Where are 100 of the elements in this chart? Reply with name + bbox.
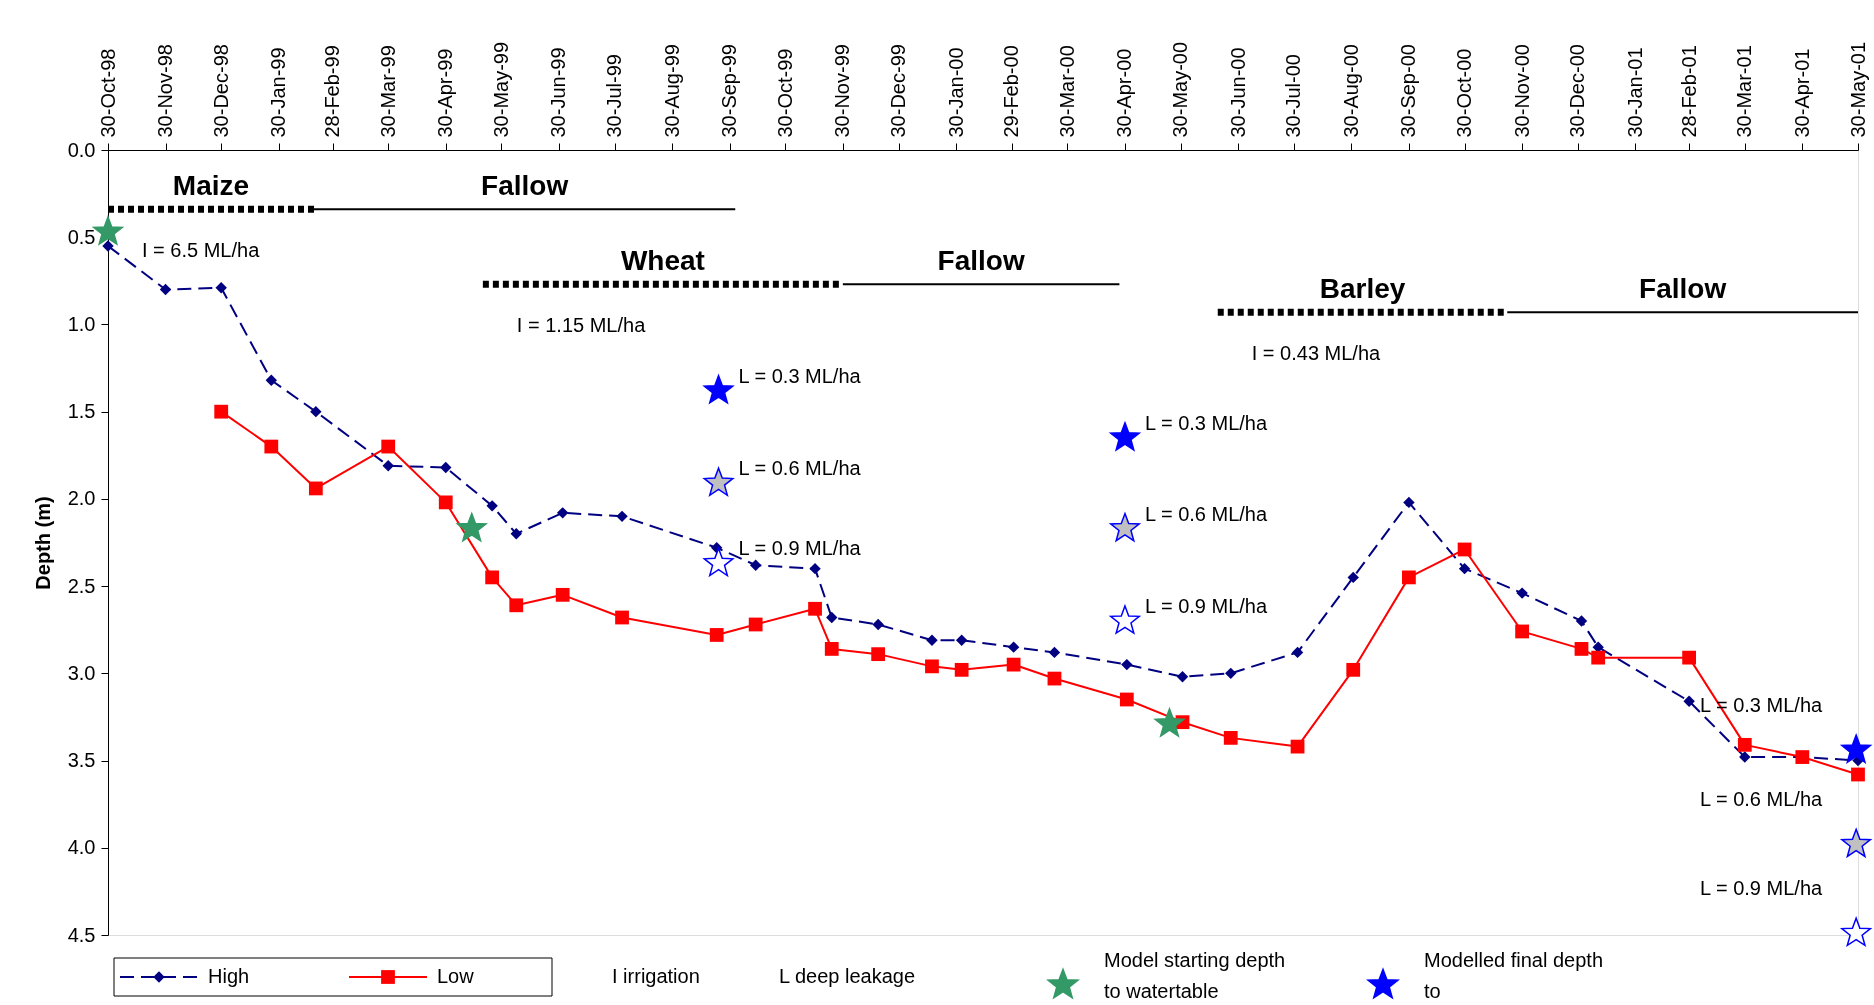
point [1291, 646, 1304, 659]
point [955, 634, 968, 646]
x-tick-label: 30-Nov-99 [831, 44, 854, 138]
point [615, 610, 629, 625]
point [1347, 571, 1359, 584]
x-tick-label: 30-May-00 [1169, 41, 1192, 138]
x-tick-label: 30-Nov-98 [154, 44, 177, 138]
point [308, 481, 323, 496]
point [1841, 734, 1872, 763]
point [1841, 917, 1872, 947]
point [102, 240, 114, 252]
point [1516, 587, 1528, 599]
x-tick-label: 30-Apr-01 [1790, 48, 1813, 138]
x-tick-label: 30-Oct-00 [1453, 48, 1476, 138]
point [509, 598, 524, 613]
point [1006, 657, 1021, 672]
point [1574, 642, 1589, 656]
point [1458, 562, 1471, 575]
legend-label: Low [437, 965, 475, 987]
point [749, 559, 762, 571]
x-tick-label: 29-Feb-00 [1000, 45, 1023, 138]
point [556, 507, 569, 519]
point [555, 587, 570, 602]
x-tick-label: 30-Jun-99 [547, 47, 570, 138]
legend-label: Modelled final depth to [1424, 949, 1604, 1002]
x-tick-label: 30-Jan-00 [944, 47, 967, 138]
text: I irrigation [612, 965, 700, 987]
annotation: I = 1.15 ML/ha [516, 314, 647, 337]
point [809, 562, 821, 575]
point [310, 405, 322, 418]
point [1575, 615, 1588, 627]
x-tick-label: 30-Jul-00 [1282, 54, 1305, 138]
point [824, 642, 839, 656]
point [1225, 667, 1237, 680]
point [1048, 646, 1061, 659]
point [925, 659, 939, 674]
point [1154, 708, 1185, 737]
annotation: L = 0.9 ML/ha [1144, 595, 1268, 617]
series-label: Wheat [620, 245, 705, 277]
annotation: L = 0.9 ML/ha [738, 537, 862, 560]
x-tick-label: 28-Feb-99 [321, 45, 344, 138]
series-label: Barley [1319, 273, 1406, 305]
point [485, 570, 500, 585]
point [438, 495, 453, 510]
y-tick-label: 2.0 [67, 487, 96, 510]
annotation: L = 0.6 ML/ha [1144, 502, 1268, 525]
y-tick-label: 4.5 [67, 923, 96, 946]
y-tick-label: 1.0 [67, 312, 96, 335]
annotation: L = 0.6 ML/ha [738, 457, 862, 480]
series-label: Fallow [481, 170, 569, 202]
point [926, 634, 938, 646]
point [1176, 671, 1189, 683]
point [264, 439, 279, 454]
point [1682, 650, 1697, 665]
point [214, 404, 229, 419]
point [1346, 662, 1361, 677]
y-tick-label: 0.5 [67, 225, 96, 248]
point [872, 618, 884, 631]
point [703, 467, 734, 497]
y-tick-label: 3.0 [67, 661, 96, 684]
legend-label: High [208, 965, 250, 987]
x-tick-label: 30-Mar-00 [1055, 45, 1078, 138]
y-tick-label: 4.0 [67, 836, 96, 859]
x-tick-label: 28-Feb-01 [1677, 45, 1700, 138]
point [1223, 730, 1238, 745]
point [215, 282, 227, 294]
point [382, 460, 394, 472]
x-tick-label: 30-Jul-99 [603, 54, 626, 138]
series-label: Maize [172, 170, 250, 202]
point [954, 662, 969, 677]
x-tick-label: 30-Aug-99 [660, 44, 683, 138]
point [748, 617, 763, 632]
point [1591, 650, 1606, 665]
x-tick-label: 30-Dec-00 [1566, 44, 1589, 138]
point [1851, 767, 1865, 782]
x-tick-label: 30-Dec-99 [887, 44, 910, 138]
series-label: Fallow [937, 245, 1025, 277]
point [1109, 512, 1140, 542]
point [1683, 695, 1695, 707]
point [440, 461, 452, 474]
legend-label: Model starting depth to watertable [1104, 949, 1286, 1002]
y-tick-label: 1.5 [67, 400, 96, 423]
point [1109, 605, 1140, 634]
point [486, 500, 498, 512]
text: L deep leakage [779, 965, 916, 987]
point [1515, 624, 1529, 639]
y-tick-label: 3.5 [67, 749, 96, 772]
x-tick-label: 30-Oct-99 [773, 48, 796, 138]
x-tick-label: 30-Aug-00 [1339, 44, 1362, 138]
point [826, 611, 838, 624]
x-tick-label: 30-Jun-00 [1226, 47, 1249, 138]
x-tick-label: 30-Mar-01 [1733, 45, 1756, 138]
point [265, 374, 278, 386]
point [1737, 737, 1752, 752]
x-tick-label: 30-May-01 [1846, 41, 1869, 138]
point [1739, 751, 1751, 763]
y-tick-label: 0.0 [67, 138, 96, 161]
x-tick-label: 30-Jan-99 [267, 47, 290, 138]
annotation: L = 0.3 ML/ha [1144, 411, 1268, 434]
point [808, 601, 822, 616]
